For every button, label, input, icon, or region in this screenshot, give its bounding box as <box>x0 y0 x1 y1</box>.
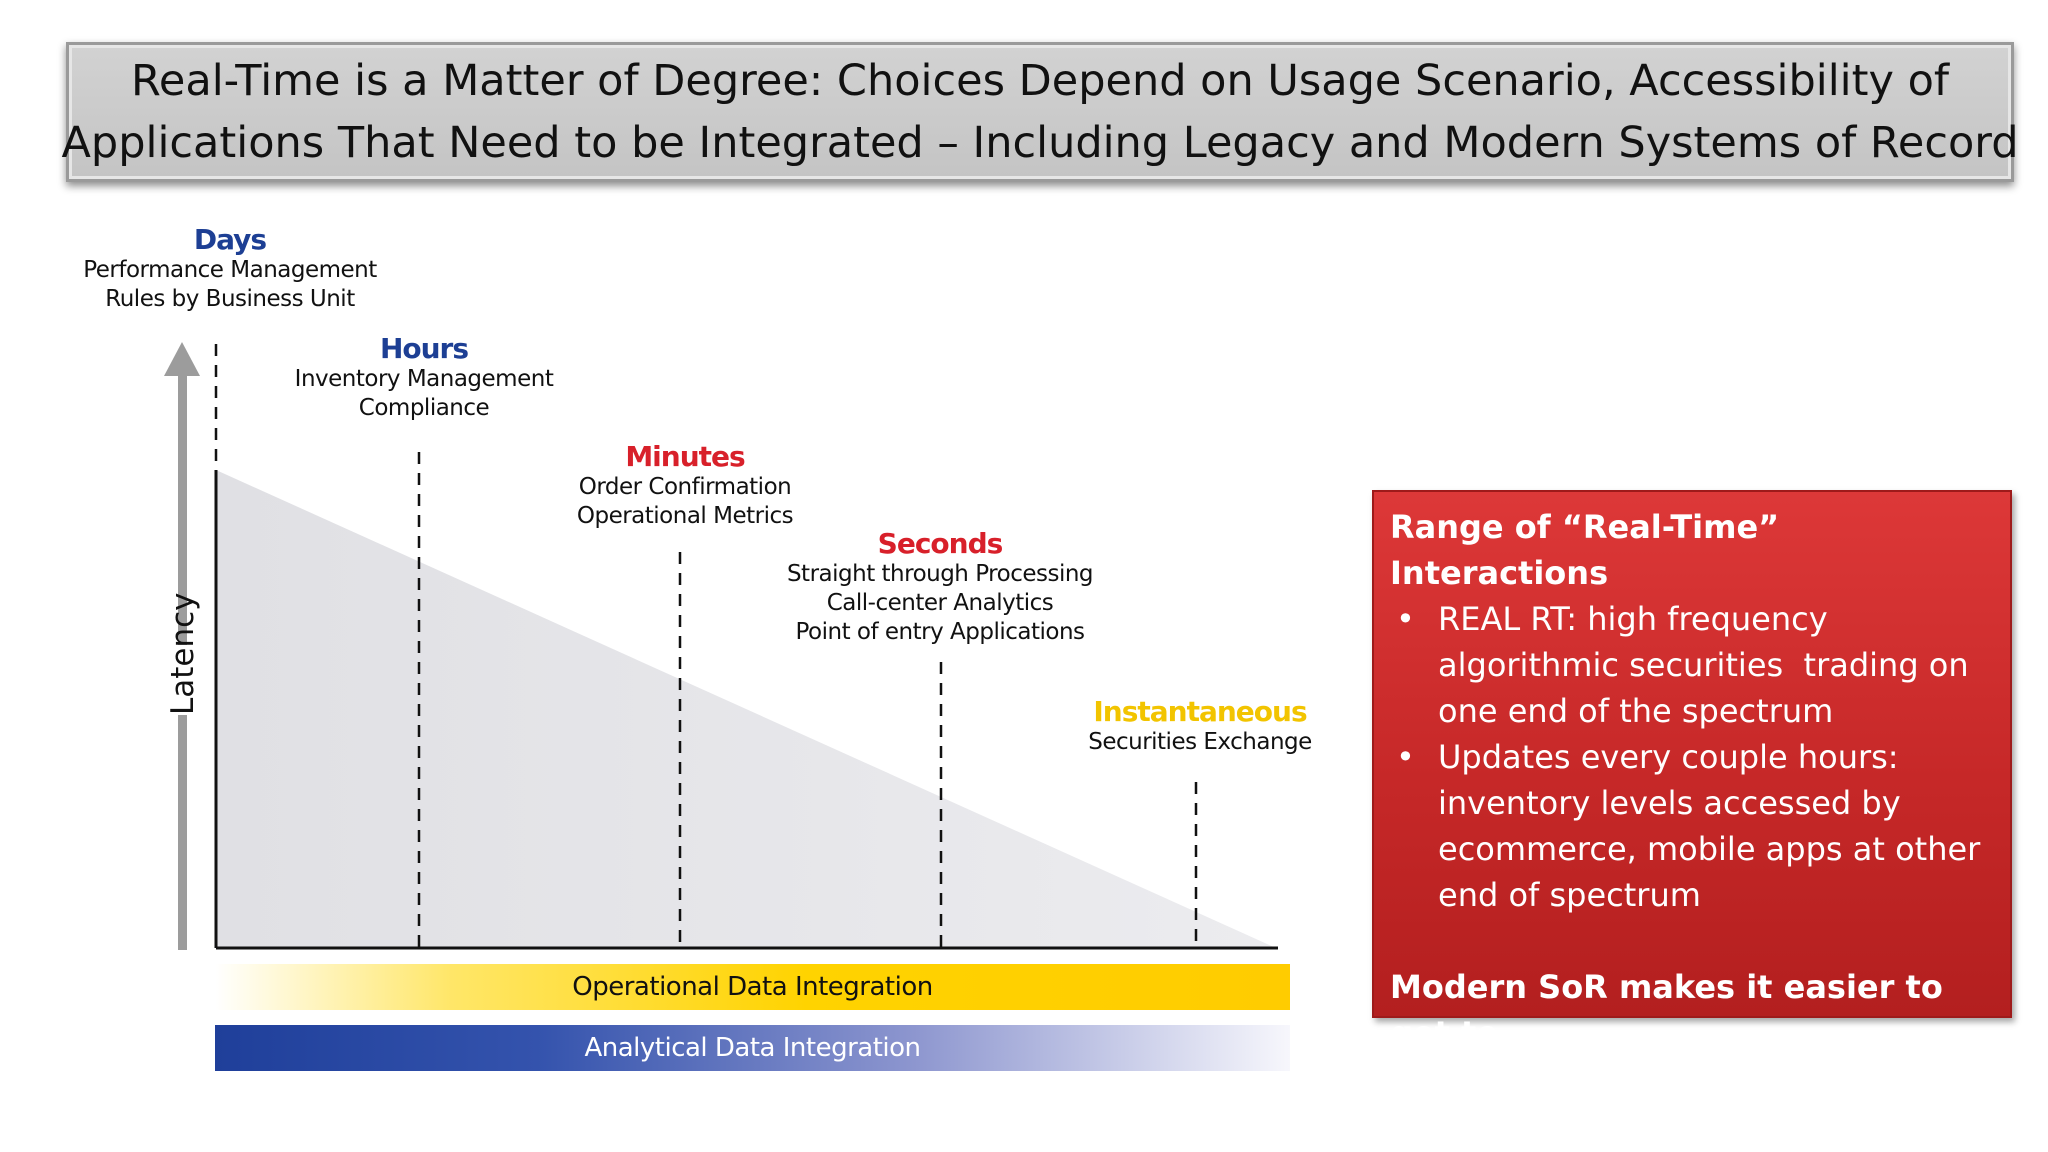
slide-title-line-2: Applications That Need to be Integrated … <box>61 118 2019 168</box>
callout-footer-line-2: fastest part of spectrum <box>1390 1060 1831 1098</box>
operational-band-label: Operational Data Integration <box>572 972 933 1002</box>
latency-wedge <box>216 470 1276 948</box>
level-minutes: Minutes Order Confirmation Operational M… <box>530 441 840 531</box>
latency-axis-label: Latency <box>163 592 203 715</box>
callout-bullet-1-line-2: algorithmic securities trading on <box>1438 646 1969 684</box>
bullet-icon: • <box>1396 738 1415 776</box>
level-seconds-line-2: Call-center Analytics <box>826 590 1054 616</box>
level-instantaneous: Instantaneous Securities Exchange <box>1060 696 1340 757</box>
callout-bullet-2-line-4: end of spectrum <box>1438 876 1701 914</box>
level-seconds-line-1: Straight through Processing <box>786 561 1094 587</box>
bullet-icon: • <box>1396 600 1415 638</box>
analytical-band-label: Analytical Data Integration <box>584 1033 921 1063</box>
slide-title-box: Real-Time is a Matter of Degree: Choices… <box>62 42 2019 182</box>
level-days-line-2: Rules by Business Unit <box>105 286 355 312</box>
level-hours-heading: Hours <box>379 332 469 365</box>
level-hours-line-1: Inventory Management <box>294 366 554 392</box>
callout-bullet-1-line-3: one end of the spectrum <box>1438 692 1834 730</box>
level-minutes-heading: Minutes <box>625 440 745 473</box>
level-days-heading: Days <box>193 223 267 256</box>
level-hours-line-2: Compliance <box>358 395 490 421</box>
level-hours: Hours Inventory Management Compliance <box>264 333 584 423</box>
callout-bullet-item: • Updates every couple hours: inventory … <box>1390 734 1994 918</box>
level-seconds-line-3: Point of entry Applications <box>795 619 1085 645</box>
callout-bullet-1-line-1: REAL RT: high frequency <box>1438 600 1828 638</box>
level-seconds-heading: Seconds <box>877 527 1004 560</box>
level-minutes-line-2: Operational Metrics <box>576 503 794 529</box>
level-seconds: Seconds Straight through Processing Call… <box>770 528 1110 647</box>
level-minutes-line-1: Order Confirmation <box>578 474 792 500</box>
operational-data-integration-band: Operational Data Integration <box>215 964 1290 1010</box>
callout-bullet-2-line-3: ecommerce, mobile apps at other <box>1438 830 1981 868</box>
callout-bullet-2-line-2: inventory levels accessed by <box>1438 784 1901 822</box>
callout-footer: Modern SoR makes it easier to get to fas… <box>1390 964 1994 1102</box>
level-instantaneous-heading: Instantaneous <box>1093 695 1307 728</box>
analytical-data-integration-band: Analytical Data Integration <box>215 1025 1290 1071</box>
callout-heading: Range of “Real-Time” Interactions <box>1390 508 1780 592</box>
level-days: Days Performance Management Rules by Bus… <box>60 224 400 314</box>
level-days-line-1: Performance Management <box>83 257 377 283</box>
real-time-callout-box: Range of “Real-Time” Interactions • REAL… <box>1372 490 2012 1098</box>
slide-title-line-1: Real-Time is a Matter of Degree: Choices… <box>130 56 1950 106</box>
callout-bullet-list: • REAL RT: high frequency algorithmic se… <box>1390 596 1994 918</box>
callout-footer-line-1: Modern SoR makes it easier to get to <box>1390 968 1943 1052</box>
callout-bullet-item: • REAL RT: high frequency algorithmic se… <box>1390 596 1994 734</box>
callout-bullet-2-line-1: Updates every couple hours: <box>1438 738 1899 776</box>
level-instantaneous-line-1: Securities Exchange <box>1088 729 1312 755</box>
